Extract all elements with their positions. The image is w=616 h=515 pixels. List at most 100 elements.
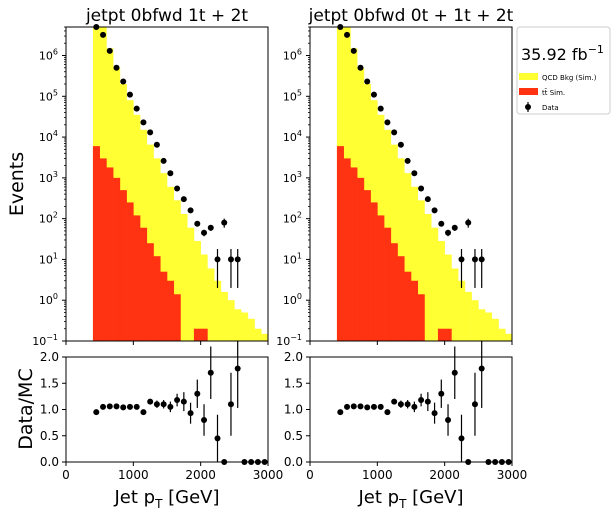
data-point	[431, 207, 438, 214]
qcd-bar	[214, 280, 222, 341]
main-y-tick-label: 104	[39, 129, 58, 144]
ratio-point	[133, 403, 140, 410]
ratio-point	[160, 401, 167, 408]
data-point	[180, 196, 187, 203]
qcd-bar	[417, 200, 425, 341]
ratio-point	[337, 409, 344, 416]
qcd-bar	[193, 241, 201, 341]
legend-marker-data	[525, 102, 531, 112]
ratio-point	[214, 435, 221, 442]
x-tick-label: 3000	[497, 468, 528, 482]
qcd-bar	[397, 158, 405, 341]
data-point	[140, 119, 147, 126]
qcd-bar	[167, 186, 175, 341]
x-tick-label: 2000	[429, 468, 460, 482]
main-y-tick-label: 104	[283, 129, 302, 144]
qcd-bar	[424, 213, 432, 341]
main-y-tick-label: 100	[283, 292, 302, 307]
main-y-tick-label: 105	[283, 88, 302, 103]
ttbar-bar	[153, 256, 161, 341]
main-y-tick-label: 103	[283, 170, 302, 185]
panel-1: jetpt 0bfwd 1t + 2t 10−1 100 101 102 103 104 10…	[32, 6, 283, 511]
qcd-bar	[180, 213, 188, 341]
qcd-bar	[491, 318, 499, 341]
main-y-tick-label: 105	[39, 88, 58, 103]
ttbar-bar	[350, 167, 358, 341]
data-point	[221, 219, 228, 226]
histograms	[92, 27, 268, 341]
ratio-point	[451, 369, 458, 376]
ratio-point	[93, 409, 100, 416]
ratio-point	[234, 365, 241, 372]
qcd-bar	[261, 333, 268, 341]
ttbar-bar	[160, 271, 168, 341]
qcd-bar	[153, 158, 161, 341]
ratio-point	[370, 403, 377, 410]
data-point	[214, 256, 221, 263]
data-point	[126, 91, 133, 98]
data-point	[207, 224, 214, 231]
qcd-bar	[451, 268, 459, 341]
qcd-bar	[173, 200, 181, 341]
qcd-bar	[207, 268, 215, 341]
ttbar-bar	[417, 294, 425, 341]
data-point	[357, 64, 364, 71]
ttbar-bar	[336, 146, 344, 341]
ttbar-bar	[92, 146, 100, 341]
qcd-bar	[411, 186, 419, 341]
ratio-point	[147, 398, 154, 405]
panel-2: jetpt 0bfwd 0t + 1t + 2t 10−1 100 101 102 103…	[276, 6, 527, 511]
ttbar-bar	[140, 227, 148, 341]
data-point	[377, 105, 384, 112]
qcd-bar	[241, 312, 249, 341]
ttbar-bar	[106, 167, 114, 341]
legend-swatch-qcd	[519, 73, 538, 80]
ratio-point	[187, 410, 194, 417]
x-tick-label: 2000	[185, 468, 216, 482]
ratio-y-tick-label: 2.0	[284, 350, 303, 364]
x-axis-label: Jet pT [GeV]	[113, 487, 219, 511]
ttbar-bar	[99, 158, 107, 341]
qcd-bar	[254, 328, 262, 341]
ttbar-bar	[113, 177, 121, 341]
x-tick-label: 1000	[362, 468, 393, 482]
qcd-bar	[234, 309, 242, 341]
data-point	[344, 31, 351, 38]
ratio-point	[207, 369, 214, 376]
ratio-point	[153, 401, 160, 408]
ratio-point	[113, 403, 120, 410]
qcd-bar	[390, 144, 398, 341]
data-point	[174, 185, 181, 192]
ratio-y-tick-label: 2.0	[40, 350, 59, 364]
qcd-bar	[227, 300, 235, 341]
main-y-tick-label: 101	[283, 251, 302, 266]
ratio-y-tick-label: 1.5	[284, 376, 303, 390]
ttbar-bar	[343, 158, 351, 341]
legend-label-qcd: QCD Bkg (Sim.)	[542, 74, 597, 82]
ratio-point	[194, 390, 201, 397]
ratio-y-tick-label: 0.0	[40, 455, 59, 469]
ratio-point	[174, 397, 181, 404]
data-point	[471, 256, 478, 263]
ratio-point	[404, 401, 411, 408]
data-point	[370, 91, 377, 98]
histograms	[336, 27, 512, 341]
data-point	[424, 196, 431, 203]
main-y-tick-label: 101	[39, 251, 58, 266]
ratio-point	[431, 410, 438, 417]
legend-label-data: Data	[542, 104, 559, 112]
main-y-tick-label: 102	[283, 211, 302, 226]
data-point	[411, 170, 418, 177]
main-y-tick-label: 10−1	[32, 333, 58, 348]
chart-panels: jetpt 0bfwd 1t + 2t 10−1 100 101 102 103 104 10…	[32, 6, 527, 511]
qcd-bar	[247, 318, 255, 341]
y-axis-label-ratio: Data/MC	[15, 368, 37, 449]
ratio-point	[180, 398, 187, 405]
qcd-bar	[444, 254, 452, 341]
data-point	[234, 256, 241, 263]
ttbar-bar	[167, 280, 175, 341]
ratio-point	[126, 403, 133, 410]
qcd-bar	[498, 328, 506, 341]
ratio-point	[438, 390, 445, 397]
